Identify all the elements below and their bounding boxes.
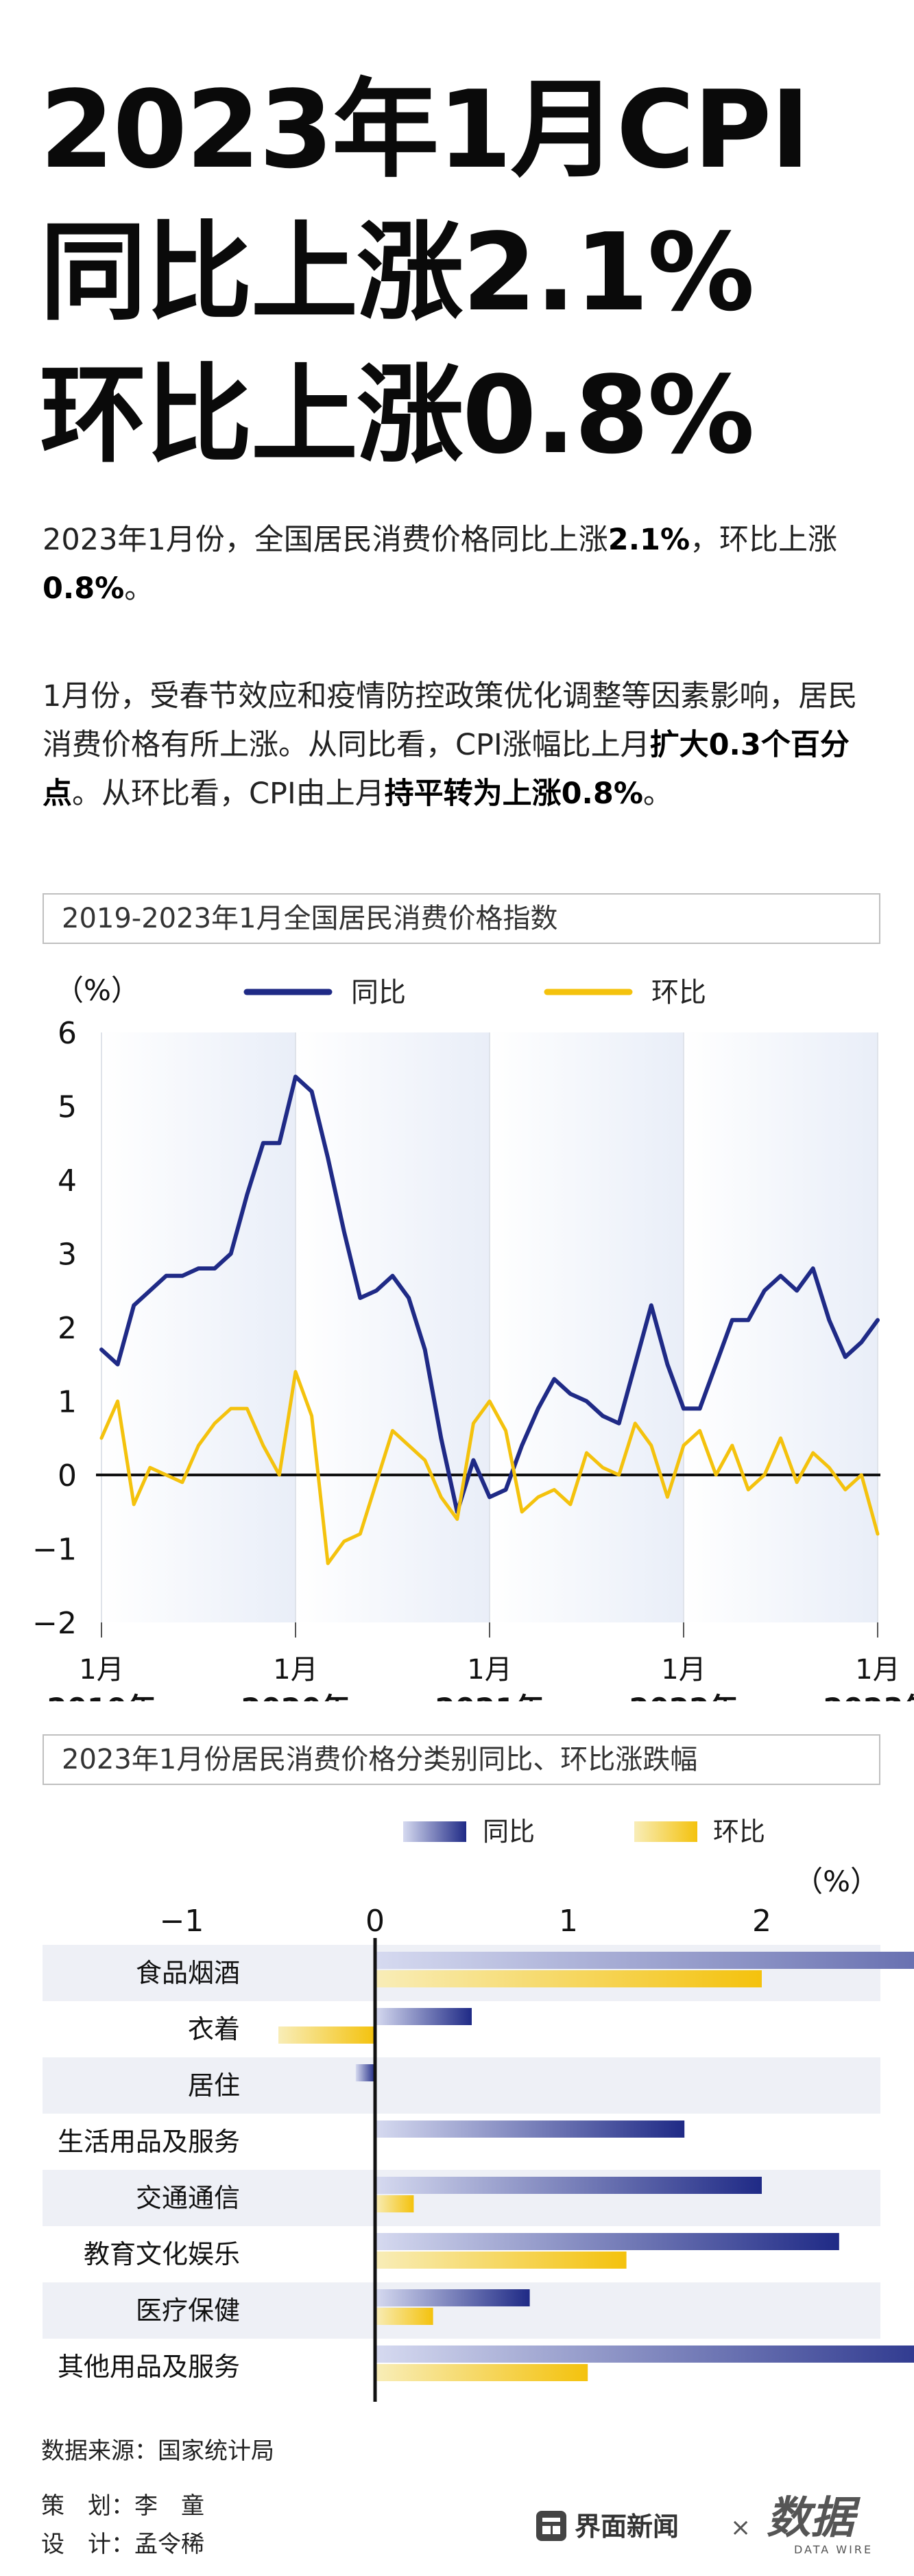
x-tick-month: 1月 — [661, 1654, 706, 1686]
bar-mom — [375, 1970, 762, 1987]
category-label: 其他用品及服务 — [58, 2352, 240, 2382]
jiemian-logo-icon — [536, 2511, 566, 2541]
bar-chart-title: 2023年1月份居民消费价格分类别同比、环比涨跌幅 — [43, 1734, 880, 1785]
intro-text: 。 — [642, 777, 673, 811]
datawire-logo-sub: DATA WIRE — [794, 2543, 873, 2556]
intro-highlight: 2.1% — [608, 523, 690, 557]
y-tick-label: 2 — [58, 1311, 77, 1346]
bar-yoy — [375, 2289, 530, 2306]
y-tick-label: 6 — [58, 1016, 77, 1051]
category-label: 交通通信 — [136, 2183, 240, 2213]
intro-highlight: 持平转为上涨0.8% — [384, 777, 643, 811]
legend-label-mom: 环比 — [713, 1817, 765, 1847]
x-tick-label: 2 — [752, 1904, 771, 1939]
bar-yoy — [375, 2233, 839, 2250]
bar-mom — [375, 2252, 627, 2269]
y-tick-label: −2 — [32, 1606, 77, 1641]
bar-mom — [375, 2308, 433, 2325]
bar-chart: 同比环比（%）−1012345食品烟酒衣着居住生活用品及服务交通通信教育文化娱乐… — [43, 1817, 914, 2402]
times-sign: × — [730, 2514, 751, 2542]
year-band — [296, 1032, 490, 1622]
series-line-mom — [99, 1370, 880, 1565]
intro-text: 1月份，受春节效应和疫情防控政策优化调整等因素影响，居民消费价格有所上涨。从同比… — [43, 679, 858, 762]
bar-mom — [375, 2195, 414, 2212]
intro-highlight: 0.8% — [43, 571, 125, 606]
year-band — [101, 1032, 296, 1622]
y-tick-label: 1 — [58, 1385, 77, 1420]
intro-text: 2023年1月份，全国居民消费价格同比上涨 — [43, 523, 608, 557]
legend-label-mom: 环比 — [651, 977, 706, 1008]
category-label: 教育文化娱乐 — [84, 2239, 240, 2269]
y-tick-label: 4 — [58, 1163, 77, 1198]
x-tick-month: 1月 — [467, 1654, 512, 1686]
bar-yoy — [375, 2120, 685, 2138]
legend-swatch-mom — [634, 1821, 697, 1842]
intro-text: 。从环比看，CPI由上月 — [72, 777, 385, 811]
bar-yoy — [375, 2008, 472, 2025]
x-tick-year: 2023年 — [823, 1692, 914, 1701]
x-tick-month: 1月 — [79, 1654, 123, 1686]
datawire-logo: 数据 DATA WIRE — [767, 2488, 897, 2566]
data-source: 数据来源：国家统计局 — [41, 2437, 274, 2465]
series-line-yoy — [99, 1074, 880, 1514]
intro-text: ，环比上涨 — [690, 523, 838, 557]
legend-swatch-yoy — [403, 1821, 466, 1842]
intro-paragraph-1: 2023年1月份，全国居民消费价格同比上涨2.1%，环比上涨 0.8%。 — [43, 516, 886, 613]
headline-line-2: 同比上涨2.1% — [40, 210, 755, 335]
intro-highlight: 扩大0.3个百分点 — [43, 728, 850, 811]
bar-yoy — [375, 2345, 914, 2363]
y-axis-unit: （%） — [55, 973, 140, 1007]
bar-yoy — [355, 2064, 375, 2081]
x-tick-year: 2020年 — [241, 1692, 350, 1701]
y-tick-label: −1 — [32, 1533, 77, 1568]
x-tick-label: 0 — [365, 1904, 385, 1939]
x-tick-year: 2022年 — [629, 1692, 738, 1701]
line-chart: −2 −1 0 1 2 3 4 5 6 （%） 同比 环比 1月 2019年 1月 2020年 1月 2021年 1… — [32, 973, 914, 1701]
category-label: 居住 — [188, 2070, 240, 2101]
designer-credit: 设 计：孟令稀 — [41, 2531, 204, 2558]
headline: 2023年1月CPI 同比上涨2.1% 环比上涨0.8% — [40, 58, 890, 486]
jiemian-logo-text: 界面新闻 — [575, 2512, 679, 2542]
category-label: 生活用品及服务 — [58, 2127, 240, 2157]
category-label: 医疗保健 — [136, 2295, 240, 2326]
intro-paragraph-2: 1月份，受春节效应和疫情防控政策优化调整等因素影响，居民消费价格有所上涨。从同比… — [43, 672, 886, 818]
headline-line-1: 2023年1月CPI — [40, 67, 810, 192]
year-band — [490, 1032, 684, 1622]
x-axis-unit: （%） — [794, 1865, 879, 1898]
legend-label-yoy: 同比 — [483, 1817, 535, 1847]
y-tick-label: 0 — [58, 1458, 77, 1493]
x-tick-label: −1 — [160, 1904, 204, 1939]
line-chart-title: 2019-2023年1月全国居民消费价格指数 — [43, 893, 880, 944]
y-tick-label: 3 — [58, 1238, 77, 1273]
x-tick-month: 1月 — [855, 1654, 900, 1686]
y-tick-label: 5 — [58, 1090, 77, 1125]
bar-yoy — [375, 2177, 762, 2194]
intro-text: 。 — [124, 571, 154, 606]
legend-label-yoy: 同比 — [351, 977, 406, 1008]
row-band — [43, 2057, 880, 2114]
planner-credit: 策 划：李 童 — [41, 2492, 204, 2520]
bar-mom — [278, 2026, 375, 2044]
bar-mom — [375, 2364, 588, 2381]
x-tick-year: 2021年 — [435, 1692, 544, 1701]
bar-yoy — [375, 1952, 914, 1969]
year-band — [684, 1032, 878, 1622]
x-tick-month: 1月 — [273, 1654, 317, 1686]
datawire-logo-text: 数据 — [767, 2493, 861, 2544]
x-tick-label: 1 — [559, 1904, 578, 1939]
category-label: 衣着 — [188, 2014, 240, 2044]
jiemian-logo: 界面新闻 — [536, 2505, 714, 2550]
category-label: 食品烟酒 — [136, 1958, 240, 1988]
headline-line-3: 环比上涨0.8% — [40, 353, 755, 477]
x-tick-year: 2019年 — [47, 1692, 156, 1701]
